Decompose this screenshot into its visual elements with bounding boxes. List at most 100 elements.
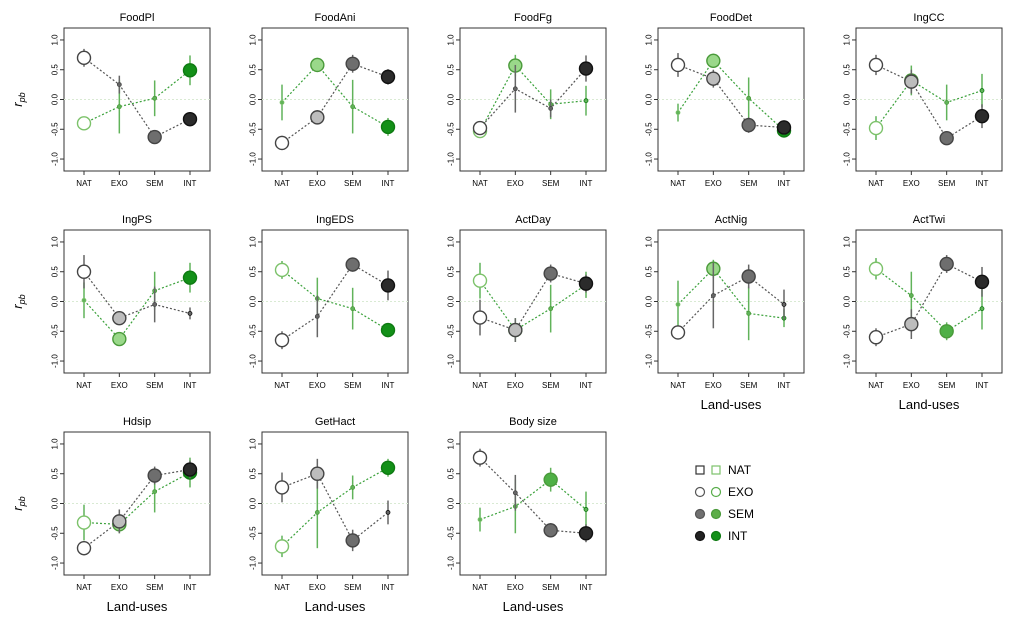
series-gray: [76, 255, 193, 326]
series-green: [868, 65, 985, 140]
series-connector-line: [479, 280, 587, 331]
data-point: [477, 517, 483, 522]
series-gray: [472, 55, 594, 136]
x-tick-label: SEM: [146, 583, 164, 592]
y-tick-label: -0.5: [843, 122, 852, 136]
data-point: [908, 293, 914, 298]
data-point: [543, 266, 558, 281]
data-point: [147, 468, 162, 483]
data-point: [781, 302, 787, 307]
x-tick-label: EXO: [705, 381, 722, 390]
series-connector-line: [875, 263, 983, 338]
x-tick-label: NAT: [868, 381, 884, 390]
x-tick-label: SEM: [146, 179, 164, 188]
data-point: [675, 110, 681, 115]
series-connector-line: [677, 267, 785, 319]
x-tick-label: EXO: [903, 179, 920, 188]
series-green: [81, 262, 198, 347]
data-point: [310, 57, 325, 73]
y-tick-label: -0.5: [249, 122, 258, 136]
data-point: [543, 523, 558, 538]
data-point: [548, 306, 554, 312]
series-connector-line: [875, 64, 983, 140]
series-green: [675, 259, 787, 341]
series-gray: [472, 264, 594, 342]
data-point: [974, 274, 990, 290]
series-connector-line: [479, 457, 587, 534]
series-connector-line: [281, 467, 389, 547]
data-point: [350, 485, 356, 490]
series-connector-line: [281, 263, 389, 341]
y-tick-label: -0.5: [51, 526, 60, 540]
y-tick-label: -1.0: [249, 556, 258, 570]
panel-title: IngPS: [122, 214, 152, 226]
data-point: [274, 262, 290, 278]
y-tick-label: 0.5: [645, 266, 654, 278]
series-gray: [670, 262, 787, 340]
y-tick-label: -1.0: [447, 152, 456, 166]
x-axis-label: Land-uses: [305, 599, 366, 614]
data-point: [979, 306, 985, 312]
data-point: [472, 310, 488, 325]
x-tick-label: INT: [976, 179, 989, 188]
x-tick-label: SEM: [542, 179, 560, 188]
y-tick-label: -1.0: [843, 354, 852, 368]
y-tick-label: 0.0: [843, 295, 852, 307]
y-tick-label: -1.0: [51, 152, 60, 166]
y-tick-label: 0.0: [51, 295, 60, 307]
panel-actnig: ActNig -1.0 -0.5 0.0 0.5 1.0 NAT EXO SEM INT Land-…: [645, 214, 805, 412]
y-tick-label: 0.0: [645, 93, 654, 105]
data-point: [746, 95, 752, 101]
series-gray: [274, 458, 391, 552]
x-tick-label: NAT: [76, 381, 92, 390]
panel-acttwi: ActTwi -1.0 -0.5 0.0 0.5 1.0 NAT EXO SEM INT Land-…: [843, 214, 1003, 412]
y-tick-label: -1.0: [843, 152, 852, 166]
x-tick-label: INT: [976, 381, 989, 390]
y-tick-label: 1.0: [645, 236, 654, 248]
y-tick-label: -1.0: [447, 354, 456, 368]
data-point: [904, 74, 919, 89]
series-connector-line: [83, 277, 191, 340]
panel-ingps: IngPS -1.0 -0.5 0.0 0.5 1.0 NAT EXO SEM INT rpb: [10, 214, 211, 390]
y-tick-label: 0.0: [843, 93, 852, 105]
data-point: [310, 110, 325, 125]
y-tick-label: -0.5: [447, 324, 456, 338]
x-tick-label: NAT: [472, 381, 488, 390]
y-tick-label: 0.5: [447, 468, 456, 480]
data-point: [868, 57, 884, 73]
data-point: [578, 276, 594, 291]
legend-marker-gray: [694, 486, 706, 498]
panel-title: IngEDS: [316, 214, 354, 226]
data-point: [112, 514, 127, 529]
x-tick-label: NAT: [472, 583, 488, 592]
legend-item-sem: SEM: [694, 507, 754, 521]
legend-label: NAT: [728, 463, 752, 477]
y-tick-label: -1.0: [447, 556, 456, 570]
y-tick-label: 0.5: [249, 266, 258, 278]
series-connector-line: [83, 57, 191, 138]
x-tick-label: INT: [580, 583, 593, 592]
data-point: [710, 293, 716, 298]
y-tick-label: 0.5: [645, 64, 654, 76]
x-tick-label: INT: [184, 381, 197, 390]
panel-title: Body size: [509, 416, 557, 428]
legend-marker-gray: [694, 508, 706, 520]
data-point: [472, 273, 488, 288]
data-point: [152, 302, 158, 307]
data-point: [314, 510, 320, 515]
y-tick-label: 1.0: [51, 236, 60, 248]
x-axis-label: Land-uses: [701, 397, 762, 412]
series-connector-line: [875, 79, 983, 129]
x-tick-label: EXO: [507, 179, 524, 188]
y-tick-label: -0.5: [249, 526, 258, 540]
series-gray: [274, 54, 396, 151]
x-tick-label: SEM: [542, 583, 560, 592]
data-point: [939, 256, 954, 272]
data-point: [741, 117, 756, 133]
y-tick-label: 0.5: [843, 64, 852, 76]
data-point: [706, 53, 721, 68]
data-point: [182, 63, 198, 78]
series-connector-line: [83, 472, 191, 525]
x-tick-label: SEM: [938, 179, 956, 188]
panel-fooddet: FoodDet -1.0 -0.5 0.0 0.5 1.0 NAT EXO SEM INT: [645, 12, 805, 188]
